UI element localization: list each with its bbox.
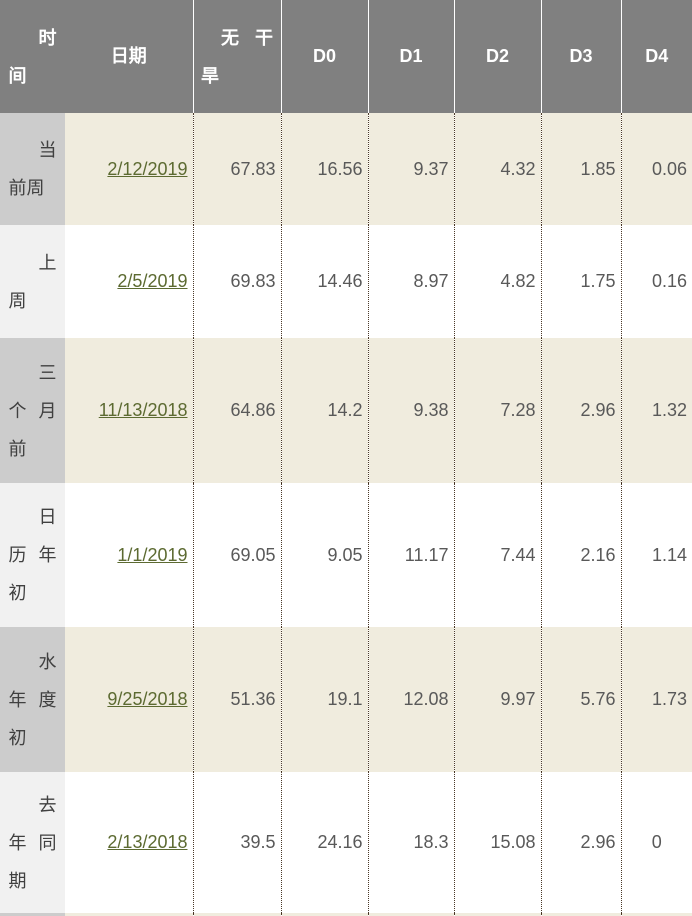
col-header-d0: D0 (281, 0, 369, 113)
date-link[interactable]: 2/5/2019 (117, 271, 188, 292)
period-label: 当前周 (8, 140, 57, 198)
value-cell-d2 (454, 913, 542, 916)
value-cell-d4: 1.32 (621, 338, 692, 483)
value-cell-d0: 14.46 (281, 225, 369, 338)
value-cell-none (193, 913, 282, 916)
value-cell-d3: 2.96 (541, 772, 622, 913)
value-cell-d1: 9.38 (368, 338, 455, 483)
value-cell-d4 (621, 913, 692, 916)
table-row-start-of-water-year: 水年度初 9/25/2018 51.36 19.1 12.08 9.97 5.7… (0, 627, 692, 772)
value-cell-d0: 16.56 (281, 113, 369, 225)
period-label: 水年度初 (8, 651, 57, 748)
period-label: 上周 (8, 252, 57, 311)
col-header-d2: D2 (454, 0, 542, 113)
value-cell-d2: 7.44 (454, 483, 542, 627)
period-label: 三个月前 (8, 362, 57, 459)
table-row-current-week: 当前周 2/12/2019 67.83 16.56 9.37 4.32 1.85… (0, 113, 692, 225)
col-header-d1: D1 (368, 0, 455, 113)
value-cell-d4: 0 (621, 772, 692, 913)
value-cell-none: 67.83 (193, 113, 282, 225)
value-cell-d3: 1.75 (541, 225, 622, 338)
value-cell-d0: 19.1 (281, 627, 369, 772)
value-cell-d0 (281, 913, 369, 916)
value-cell-d1: 18.3 (368, 772, 455, 913)
date-cell: 1/1/2019 (65, 483, 194, 627)
value-cell-none: 69.83 (193, 225, 282, 338)
date-cell: 11/13/2018 (65, 338, 194, 483)
value-cell-none: 64.86 (193, 338, 282, 483)
value-cell-d3: 1.85 (541, 113, 622, 225)
value-cell-d1: 8.97 (368, 225, 455, 338)
value-cell-d4: 1.14 (621, 483, 692, 627)
col-header-d4: D4 (621, 0, 692, 113)
period-cell: 上周 (0, 225, 65, 338)
date-link[interactable]: 9/25/2018 (107, 689, 188, 710)
value-cell-none: 51.36 (193, 627, 282, 772)
col-header-time-label: 时间 (8, 27, 57, 86)
col-header-no-drought: 无干旱 (193, 0, 282, 113)
period-cell: 去年同期 (0, 772, 65, 913)
table-row-start-of-calendar-year: 日历年初 1/1/2019 69.05 9.05 11.17 7.44 2.16… (0, 483, 692, 627)
value-cell-d4: 0.06 (621, 113, 692, 225)
date-link[interactable]: 2/12/2019 (107, 158, 188, 179)
period-label: 去年同期 (8, 794, 57, 891)
value-cell-none: 69.05 (193, 483, 282, 627)
table-row-last-week: 上周 2/5/2019 69.83 14.46 8.97 4.82 1.75 0… (0, 225, 692, 338)
value-cell-d1: 11.17 (368, 483, 455, 627)
period-cell (0, 913, 65, 916)
date-link[interactable]: 1/1/2019 (117, 544, 188, 565)
period-cell: 日历年初 (0, 483, 65, 627)
value-cell-d0: 24.16 (281, 772, 369, 913)
value-cell-d3: 2.16 (541, 483, 622, 627)
value-cell-d0: 9.05 (281, 483, 369, 627)
date-cell: 2/12/2019 (65, 113, 194, 225)
col-header-date: 日期 (65, 0, 194, 113)
table-row-same-week-last-year: 去年同期 2/13/2018 39.5 24.16 18.3 15.08 2.9… (0, 772, 692, 913)
col-header-d3: D3 (541, 0, 622, 113)
value-cell-d2: 15.08 (454, 772, 542, 913)
period-label: 日历年初 (8, 507, 57, 603)
period-cell: 当前周 (0, 113, 65, 225)
value-cell-d2: 4.82 (454, 225, 542, 338)
date-link[interactable]: 11/13/2018 (98, 400, 188, 421)
date-cell: 2/5/2019 (65, 225, 194, 338)
header-row: 时间 日期 无干旱 D0 D1 D2 D3 D4 (0, 0, 692, 113)
value-cell-d1 (368, 913, 455, 916)
value-cell-d2: 4.32 (454, 113, 542, 225)
value-cell-d3 (541, 913, 622, 916)
value-cell-none: 39.5 (193, 772, 282, 913)
col-header-no-drought-label: 无干旱 (201, 27, 273, 86)
col-header-time: 时间 (0, 0, 65, 113)
value-cell-d4: 0.16 (621, 225, 692, 338)
table-row-three-months-ago: 三个月前 11/13/2018 64.86 14.2 9.38 7.28 2.9… (0, 338, 692, 483)
value-cell-d1: 12.08 (368, 627, 455, 772)
date-cell: 2/13/2018 (65, 772, 194, 913)
period-cell: 三个月前 (0, 338, 65, 483)
date-link[interactable]: 2/13/2018 (107, 832, 188, 853)
value-cell-d0: 14.2 (281, 338, 369, 483)
value-cell-d1: 9.37 (368, 113, 455, 225)
value-cell-d2: 7.28 (454, 338, 542, 483)
value-cell-d3: 5.76 (541, 627, 622, 772)
value-cell-d2: 9.97 (454, 627, 542, 772)
value-cell-d4: 1.73 (621, 627, 692, 772)
period-cell: 水年度初 (0, 627, 65, 772)
table-row-partial (0, 913, 692, 916)
date-cell: 9/25/2018 (65, 627, 194, 772)
date-cell (65, 913, 194, 916)
value-cell-d3: 2.96 (541, 338, 622, 483)
